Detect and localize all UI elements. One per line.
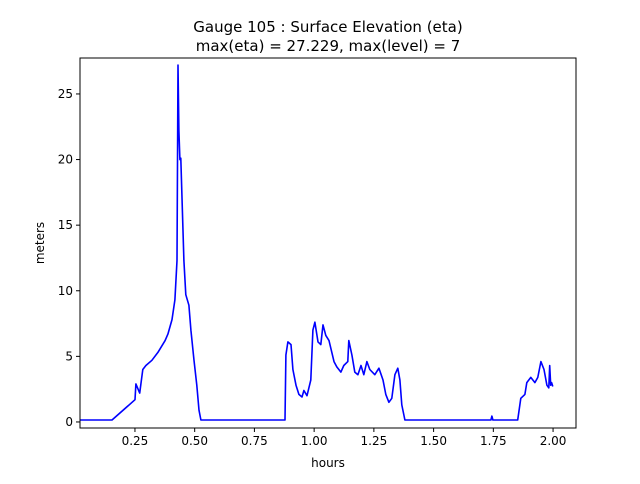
x-tick-label: 1.50 bbox=[420, 434, 447, 448]
x-tick-label: 0.75 bbox=[241, 434, 268, 448]
x-tick-label: 1.25 bbox=[361, 434, 388, 448]
x-tick-label: 0.25 bbox=[122, 434, 149, 448]
y-tick-label: 5 bbox=[65, 349, 73, 363]
y-tick-label: 25 bbox=[58, 87, 73, 101]
chart-title-line2: max(eta) = 27.229, max(level) = 7 bbox=[196, 37, 461, 55]
series-line-eta bbox=[80, 64, 554, 421]
x-tick-label: 1.75 bbox=[480, 434, 507, 448]
y-axis-label: meters bbox=[33, 222, 47, 264]
x-tick-label: 2.00 bbox=[540, 434, 567, 448]
y-tick-label: 10 bbox=[58, 284, 73, 298]
x-tick-label: 0.50 bbox=[181, 434, 208, 448]
x-tick-label: 1.00 bbox=[301, 434, 328, 448]
y-tick-label: 0 bbox=[65, 415, 73, 429]
axes-frame bbox=[79, 57, 577, 429]
y-tick-label: 15 bbox=[58, 218, 73, 232]
x-axis-label: hours bbox=[311, 456, 345, 470]
y-tick-label: 20 bbox=[58, 153, 73, 167]
chart-title-line1: Gauge 105 : Surface Elevation (eta) bbox=[193, 18, 462, 36]
